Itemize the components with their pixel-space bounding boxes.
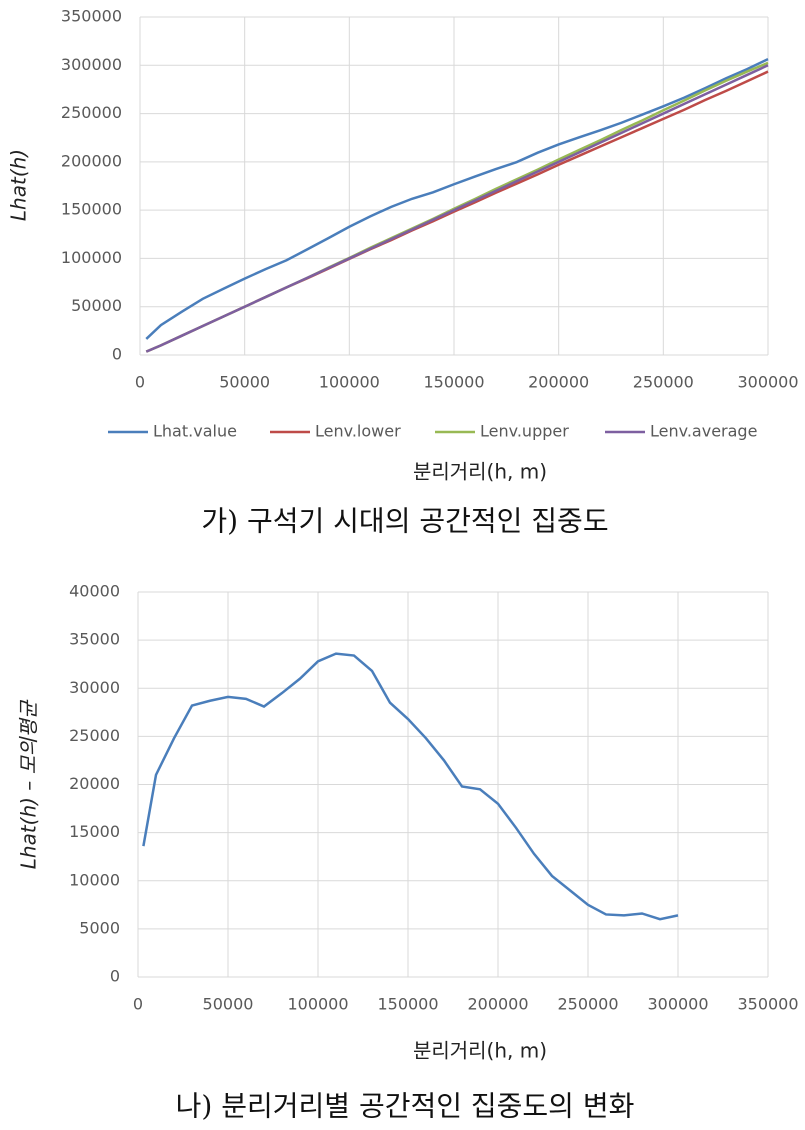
y-tick-label: 20000 [69,774,120,793]
legend-label: Lhat.value [153,422,237,441]
x-tick-label: 250000 [557,995,618,1014]
x-tick-label: 50000 [219,373,270,392]
data-line [145,64,769,353]
y-tick-label: 350000 [61,7,122,26]
x-tick-label: 150000 [377,995,438,1014]
y-tick-label: 100000 [61,248,122,267]
y-axis-title: Lhat(h) [7,149,31,221]
x-tick-label: 200000 [528,373,589,392]
y-tick-label: 250000 [61,103,122,122]
x-tick-label: 150000 [423,373,484,392]
legend-label: Lenv.lower [315,422,401,441]
caption: 나) 분리거리별 공간적인 집중도의 변화 [176,1090,635,1123]
data-line [142,652,679,921]
y-tick-label: 300000 [61,55,122,74]
y-tick-label: 0 [110,967,120,986]
x-tick-label: 0 [135,373,145,392]
x-tick-label: 300000 [647,995,708,1014]
y-tick-label: 30000 [69,678,120,697]
x-axis-title: 분리거리(h, m) [413,1039,547,1063]
y-tick-label: 200000 [61,151,122,170]
legend-label: Lenv.average [650,422,757,441]
y-tick-label: 35000 [69,630,120,649]
y-tick-label: 10000 [69,870,120,889]
data-line [145,57,769,340]
x-tick-label: 200000 [467,995,528,1014]
x-tick-label: 300000 [737,373,798,392]
y-tick-label: 25000 [69,726,120,745]
caption: 가) 구석기 시대의 공간적인 집중도 [201,505,608,538]
y-tick-label: 0 [112,345,122,364]
y-tick-label: 5000 [79,918,120,937]
y-tick-label: 15000 [69,822,120,841]
y-tick-label: 50000 [71,296,122,315]
y-tick-label: 150000 [61,200,122,219]
x-axis-title: 분리거리(h, m) [413,460,547,484]
x-tick-label: 0 [133,995,143,1014]
y-axis-title: Lhat(h) – 모의평균 [17,699,41,869]
x-tick-label: 100000 [287,995,348,1014]
x-tick-label: 250000 [633,373,694,392]
legend-label: Lenv.upper [480,422,569,441]
x-tick-label: 350000 [737,995,798,1014]
y-tick-label: 40000 [69,582,120,601]
x-tick-label: 100000 [319,373,380,392]
x-tick-label: 50000 [203,995,254,1014]
